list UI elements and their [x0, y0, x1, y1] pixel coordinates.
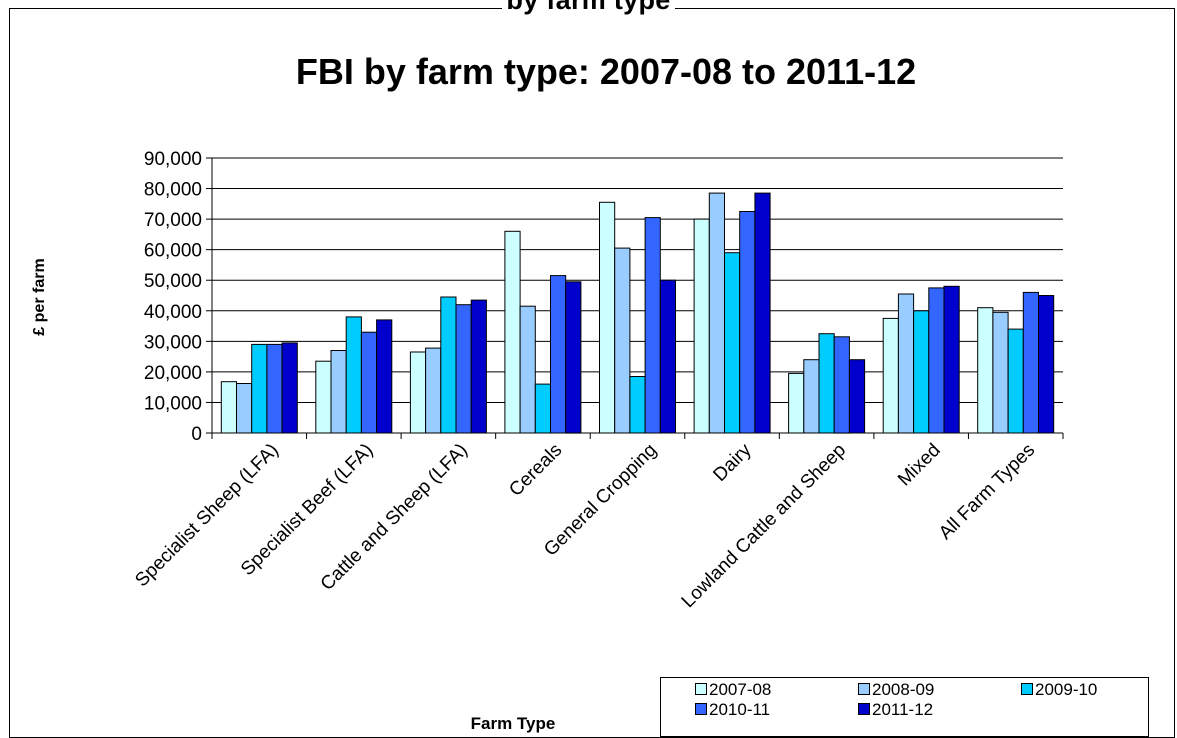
bar-2009-10 [251, 343, 268, 434]
bar-2011-12 [659, 279, 676, 434]
x-axis-label: Farm Type [471, 714, 556, 733]
bar-2010-11 [644, 217, 661, 434]
legend-item-2009-10: 2009-10 [1021, 680, 1097, 700]
bar-2010-11 [455, 304, 472, 434]
bar-2010-11 [928, 287, 945, 434]
y-tick-label: 70,000 [144, 210, 202, 231]
legend-label: 2008-09 [872, 680, 935, 699]
bar-2007-08 [315, 360, 332, 434]
y-tick-label: 30,000 [144, 332, 202, 353]
y-tick-label: 0 [191, 424, 202, 445]
x-tick-label: Mixed [894, 440, 945, 491]
legend-label: 2010-11 [709, 700, 771, 719]
bar-2009-10 [1007, 328, 1024, 434]
legend-swatch [695, 683, 707, 695]
bar-2007-08 [977, 307, 994, 434]
bars [220, 192, 1055, 434]
y-tick-label: 50,000 [144, 271, 202, 292]
legend-swatch [858, 683, 870, 695]
y-tick-label: 90,000 [144, 149, 202, 170]
legend-item-2010-11: 2010-11 [695, 700, 770, 720]
x-tick-label: Dairy [709, 439, 756, 486]
y-tick-labels: 0 10,000 20,000 30,000 40,000 50,000 60,000 70,… [144, 149, 202, 445]
x-tick-label: Lowland Cattle and Sheep [678, 440, 850, 612]
header-cut-text: by farm type [0, 0, 1177, 16]
bar-2009-10 [818, 333, 835, 434]
legend-label: 2011-12 [872, 700, 934, 719]
x-tick-label: Cereals [505, 440, 566, 501]
bar-2007-08 [788, 372, 805, 434]
x-tick-labels: Specialist Sheep (LFA)Specialist Beef (L… [131, 439, 1039, 612]
bar-2010-11 [550, 275, 567, 434]
bar-2008-09 [425, 347, 442, 434]
axes [211, 158, 1064, 439]
bar-2008-09 [330, 350, 347, 434]
bar-2008-09 [236, 383, 253, 434]
y-tick-label: 40,000 [144, 302, 202, 323]
bar-2010-11 [833, 336, 850, 434]
bar-2009-10 [913, 310, 930, 434]
bar-2007-08 [504, 230, 521, 434]
bar-2010-11 [360, 331, 378, 434]
bar-2011-12 [943, 285, 960, 434]
y-tick-label: 60,000 [144, 241, 202, 262]
y-tick-label: 80,000 [144, 180, 202, 201]
y-axis-label: £ per farm [31, 258, 48, 335]
y-tick-label: 20,000 [144, 363, 202, 384]
bar-2009-10 [629, 376, 646, 434]
x-tick-label: All Farm Types [935, 440, 1039, 544]
bar-2011-12 [565, 281, 582, 434]
legend: 2007-08 2008-09 2009-10 2010-11 2011-12 [660, 677, 1149, 737]
bar-2007-08 [882, 317, 899, 434]
legend-item-2008-09: 2008-09 [858, 680, 934, 700]
legend-swatch [1021, 683, 1033, 695]
bar-2007-08 [220, 381, 238, 434]
bar-2009-10 [724, 252, 741, 434]
legend-label: 2007-08 [709, 680, 772, 699]
bar-2010-11 [266, 343, 283, 434]
bar-2009-10 [345, 316, 362, 434]
legend-item-2011-12: 2011-12 [858, 700, 933, 720]
bar-2008-09 [614, 247, 631, 434]
bar-2011-12 [281, 342, 298, 434]
bar-2008-09 [992, 311, 1009, 434]
y-tick-label: 10,000 [144, 393, 202, 414]
bar-2011-12 [848, 359, 866, 434]
bar-2008-09 [708, 192, 725, 434]
legend-swatch [695, 703, 707, 715]
bar-2008-09 [897, 293, 915, 434]
bar-2011-12 [1038, 295, 1055, 434]
legend-swatch [858, 703, 870, 715]
bar-2007-08 [599, 201, 616, 434]
legend-label: 2009-10 [1035, 680, 1098, 699]
bar-2008-09 [803, 359, 820, 434]
bar-2007-08 [409, 351, 427, 434]
bar-2009-10 [440, 296, 457, 434]
bar-2010-11 [739, 211, 756, 434]
bar-2011-12 [754, 192, 771, 434]
chart-title: FBI by farm type: 2007-08 to 2011-12 [296, 51, 916, 92]
bar-2008-09 [519, 305, 536, 434]
legend-item-2007-08: 2007-08 [695, 680, 771, 700]
bar-2010-11 [1022, 291, 1039, 434]
bar-2011-12 [470, 299, 487, 434]
bar-2011-12 [376, 319, 393, 434]
bar-2009-10 [534, 383, 551, 434]
bar-2007-08 [693, 218, 710, 434]
